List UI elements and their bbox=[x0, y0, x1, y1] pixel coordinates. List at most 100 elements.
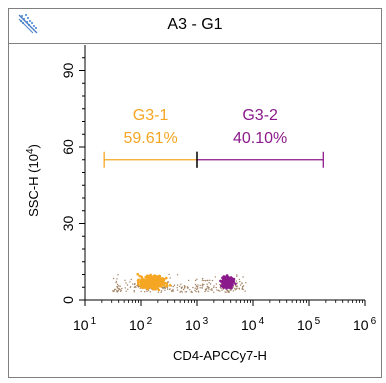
event-dot bbox=[241, 286, 244, 288]
population-dot bbox=[230, 282, 233, 286]
population-dot bbox=[149, 280, 153, 284]
event-dot bbox=[215, 286, 217, 289]
event-dot bbox=[234, 284, 237, 287]
event-dot bbox=[115, 280, 118, 283]
event-dot bbox=[221, 289, 223, 291]
event-dot bbox=[115, 282, 117, 284]
population-dot bbox=[229, 277, 233, 281]
event-dot bbox=[201, 283, 204, 285]
event-dot bbox=[117, 274, 119, 276]
event-dot bbox=[228, 291, 230, 293]
population-dot bbox=[151, 284, 155, 288]
event-dot bbox=[116, 278, 118, 280]
event-dot bbox=[191, 291, 193, 293]
event-dot bbox=[126, 284, 129, 286]
event-dot bbox=[189, 289, 191, 291]
event-dot bbox=[203, 279, 205, 282]
event-dot bbox=[236, 274, 238, 276]
population-dot bbox=[226, 280, 230, 284]
event-dot bbox=[112, 290, 114, 293]
population-dot bbox=[137, 281, 140, 284]
event-dot bbox=[199, 287, 201, 289]
x-tick-label: 10 5 bbox=[297, 316, 321, 333]
event-dot bbox=[164, 289, 166, 291]
event-dot bbox=[194, 283, 197, 286]
event-dot bbox=[133, 286, 136, 288]
event-dot bbox=[129, 281, 131, 283]
event-dot bbox=[172, 290, 174, 293]
event-dot bbox=[170, 290, 173, 292]
plot-panel: A3 - G1 bbox=[8, 8, 382, 378]
event-dot bbox=[135, 286, 137, 289]
event-dot bbox=[202, 285, 204, 287]
event-dot bbox=[187, 279, 190, 282]
event-dot bbox=[207, 286, 209, 288]
event-dot bbox=[116, 283, 119, 286]
event-dot bbox=[116, 290, 118, 292]
event-dot bbox=[204, 290, 206, 293]
population-dot bbox=[231, 280, 234, 284]
population-dot bbox=[222, 286, 226, 289]
event-dot bbox=[118, 288, 121, 290]
y-axis-label: SSC-H (104) bbox=[25, 144, 41, 217]
event-dot bbox=[133, 289, 135, 292]
event-dot bbox=[172, 285, 174, 288]
population-dot bbox=[153, 280, 156, 283]
population-dot bbox=[155, 278, 158, 282]
plot-thumbnail-icon[interactable] bbox=[17, 11, 43, 42]
event-dot bbox=[197, 287, 199, 289]
event-dot bbox=[236, 285, 238, 287]
event-dot bbox=[160, 291, 162, 293]
x-tick-label: 10 3 bbox=[185, 316, 209, 333]
event-dot bbox=[127, 288, 129, 290]
axes: 10 1 10 2 10 3 10 4 10 5 10 6 0 30 60 90 CD4-APCCy7-H SSC… bbox=[25, 45, 377, 363]
population-dot bbox=[136, 272, 139, 276]
event-dot bbox=[235, 288, 237, 290]
event-dot bbox=[117, 287, 119, 290]
event-dot bbox=[244, 290, 246, 292]
event-dot bbox=[116, 286, 119, 289]
event-dot bbox=[194, 289, 196, 292]
event-dot bbox=[196, 278, 198, 280]
event-dot bbox=[176, 287, 178, 289]
event-dot bbox=[163, 287, 166, 289]
population-dot bbox=[152, 276, 155, 280]
event-dot bbox=[207, 279, 209, 282]
event-dot bbox=[209, 283, 212, 285]
event-dot bbox=[115, 288, 117, 291]
event-dot bbox=[219, 286, 221, 288]
population-dot bbox=[144, 286, 148, 289]
event-dot bbox=[197, 290, 200, 292]
event-dot bbox=[219, 283, 221, 286]
y-tick-label: 90 bbox=[60, 63, 76, 79]
gates: G3-1 59.61% G3-2 40.10% bbox=[103, 107, 324, 168]
event-dot bbox=[116, 291, 118, 293]
event-dot bbox=[201, 287, 203, 289]
gate-name: G3-2 bbox=[242, 107, 278, 124]
event-dot bbox=[119, 285, 121, 287]
event-dot bbox=[197, 284, 199, 286]
y-tick-label: 0 bbox=[60, 296, 76, 304]
event-dot bbox=[140, 290, 142, 293]
event-dot bbox=[176, 284, 179, 286]
event-dot bbox=[208, 288, 210, 290]
event-dot bbox=[176, 274, 179, 276]
event-dot bbox=[241, 282, 243, 284]
event-dot bbox=[119, 290, 122, 292]
event-dot bbox=[168, 273, 170, 276]
population-dot bbox=[165, 276, 168, 280]
event-dot bbox=[125, 290, 127, 292]
population-dot bbox=[234, 282, 237, 286]
event-dot bbox=[167, 288, 169, 290]
event-dot bbox=[211, 289, 213, 291]
event-dot bbox=[124, 279, 126, 281]
event-dots bbox=[112, 272, 247, 293]
x-axis-label: CD4-APCCy7-H bbox=[173, 348, 267, 363]
event-dot bbox=[208, 282, 210, 284]
event-dot bbox=[203, 283, 205, 286]
gate-name: G3-1 bbox=[133, 107, 169, 124]
event-dot bbox=[199, 284, 201, 287]
event-dot bbox=[172, 288, 174, 291]
event-dot bbox=[230, 289, 232, 291]
event-dot bbox=[173, 284, 176, 286]
